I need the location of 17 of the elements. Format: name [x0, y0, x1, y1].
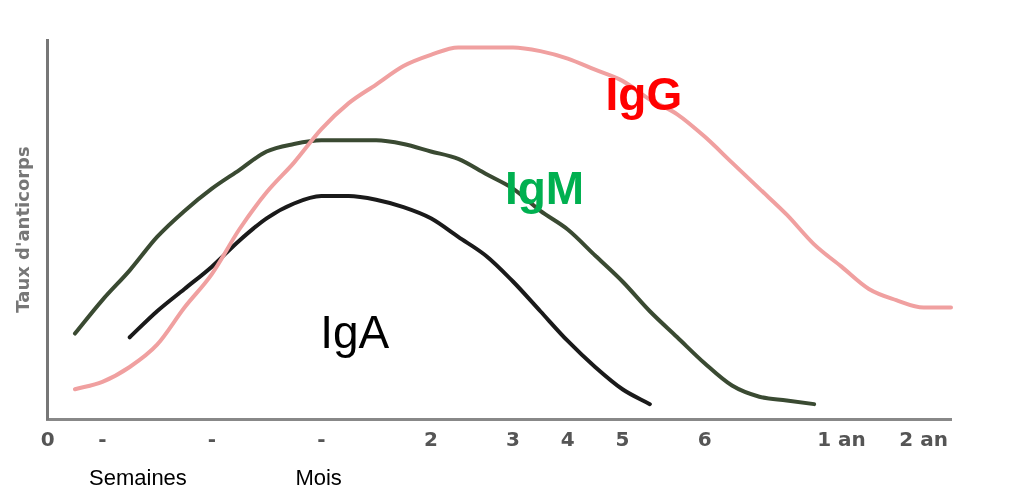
series-label: IgG [605, 67, 683, 120]
x-tick-label: 6 [697, 427, 712, 452]
x-tick-label: 2 an [899, 427, 948, 452]
text: Mois [295, 465, 342, 491]
text: Semaines [89, 465, 187, 491]
x-tick-label: - [207, 427, 217, 452]
x-tick-label: 3 [506, 427, 520, 452]
x-tick-label: 5 [615, 427, 630, 452]
x-tick-label: 0 [40, 427, 55, 452]
text: IgA [320, 306, 390, 359]
x-tick-label: - [98, 427, 107, 452]
x-tick-label: - [317, 427, 326, 452]
y-axis-title: Taux d'anticorps [12, 146, 34, 313]
x-tick-label: 4 [560, 427, 575, 452]
series-label: IgM [504, 162, 585, 215]
x-tick-label: 1 an [817, 427, 866, 452]
x-tick-label: 2 [423, 427, 438, 452]
